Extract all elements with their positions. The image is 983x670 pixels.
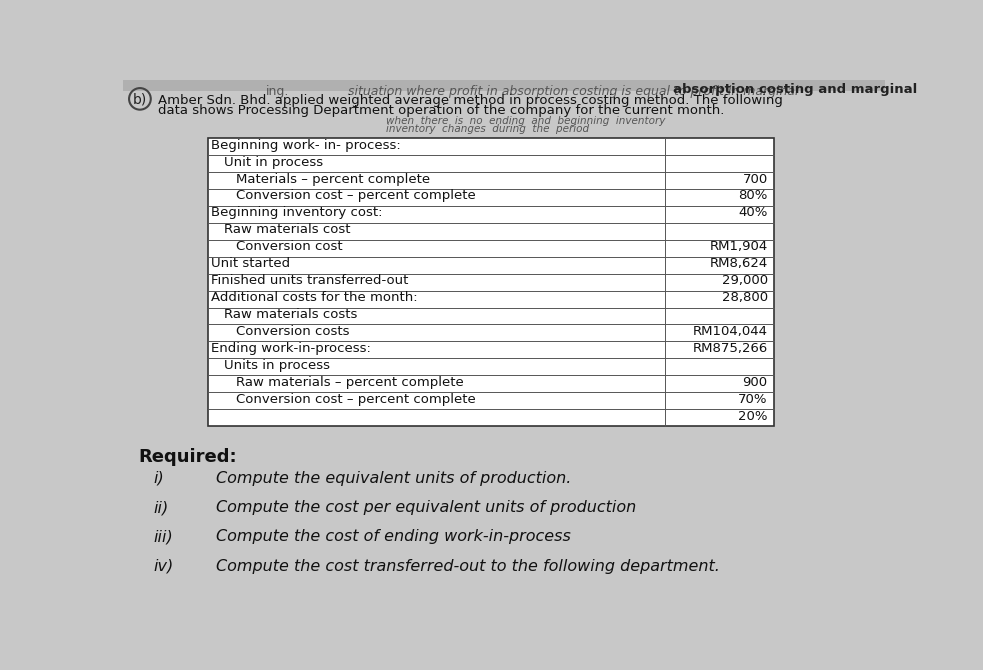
Text: 28,800: 28,800	[722, 291, 768, 304]
Text: b): b)	[133, 92, 147, 107]
Text: Finished units transferred-out: Finished units transferred-out	[211, 274, 409, 287]
Text: absorption costing and marginal: absorption costing and marginal	[673, 82, 917, 96]
Text: Compute the equivalent units of production.: Compute the equivalent units of producti…	[216, 471, 571, 486]
Text: Amber Sdn. Bhd. applied weighted average method in process costing method. The f: Amber Sdn. Bhd. applied weighted average…	[157, 94, 782, 107]
Text: Raw materials cost: Raw materials cost	[223, 223, 350, 237]
Text: 20%: 20%	[738, 409, 768, 423]
Text: Ending work-in-process:: Ending work-in-process:	[211, 342, 372, 355]
Text: Unit started: Unit started	[211, 257, 290, 270]
Text: Raw materials – percent complete: Raw materials – percent complete	[236, 376, 464, 389]
Text: 900: 900	[742, 376, 768, 389]
Text: Compute the cost per equivalent units of production: Compute the cost per equivalent units of…	[216, 500, 636, 515]
Text: Beginning inventory cost:: Beginning inventory cost:	[211, 206, 382, 219]
Text: i): i)	[154, 471, 164, 486]
Bar	[123, 80, 885, 91]
Text: RM8,624: RM8,624	[710, 257, 768, 270]
Text: 29,000: 29,000	[722, 274, 768, 287]
Text: RM104,044: RM104,044	[693, 325, 768, 338]
Text: RM875,266: RM875,266	[692, 342, 768, 355]
Text: inventory  changes  during  the  period: inventory changes during the period	[386, 125, 590, 134]
Text: Compute the cost of ending work-in-process: Compute the cost of ending work-in-proce…	[216, 529, 571, 544]
Text: Additional costs for the month:: Additional costs for the month:	[211, 291, 418, 304]
Text: Conversion cost: Conversion cost	[236, 241, 343, 253]
Text: Compute the cost transferred-out to the following department.: Compute the cost transferred-out to the …	[216, 559, 720, 574]
Text: Required:: Required:	[139, 448, 237, 466]
Text: 80%: 80%	[738, 190, 768, 202]
Text: Unit in process: Unit in process	[223, 155, 322, 169]
Text: iii): iii)	[154, 529, 174, 544]
Text: ii): ii)	[154, 500, 169, 515]
Text: RM1,904: RM1,904	[710, 241, 768, 253]
Text: 40%: 40%	[738, 206, 768, 219]
Text: Conversion costs: Conversion costs	[236, 325, 350, 338]
Text: Conversion cost – percent complete: Conversion cost – percent complete	[236, 190, 476, 202]
Text: 700: 700	[742, 173, 768, 186]
Text: ing.: ing.	[266, 85, 290, 98]
Text: iv): iv)	[154, 559, 174, 574]
Text: Raw materials costs: Raw materials costs	[223, 308, 357, 321]
Text: when  there  is  no  ending  and  beginning  inventory: when there is no ending and beginning in…	[386, 116, 665, 126]
Text: data shows Processing Department operation of the company for the current month.: data shows Processing Department operati…	[157, 105, 724, 117]
Text: situation where profit in absorption costing is equal to profit in marginal: situation where profit in absorption cos…	[348, 85, 798, 98]
Text: 70%: 70%	[738, 393, 768, 406]
Bar	[208, 138, 774, 426]
Text: Conversion cost – percent complete: Conversion cost – percent complete	[236, 393, 476, 406]
Text: Materials – percent complete: Materials – percent complete	[236, 173, 431, 186]
Text: Units in process: Units in process	[223, 359, 329, 372]
Text: Beginning work- in- process:: Beginning work- in- process:	[211, 139, 401, 151]
